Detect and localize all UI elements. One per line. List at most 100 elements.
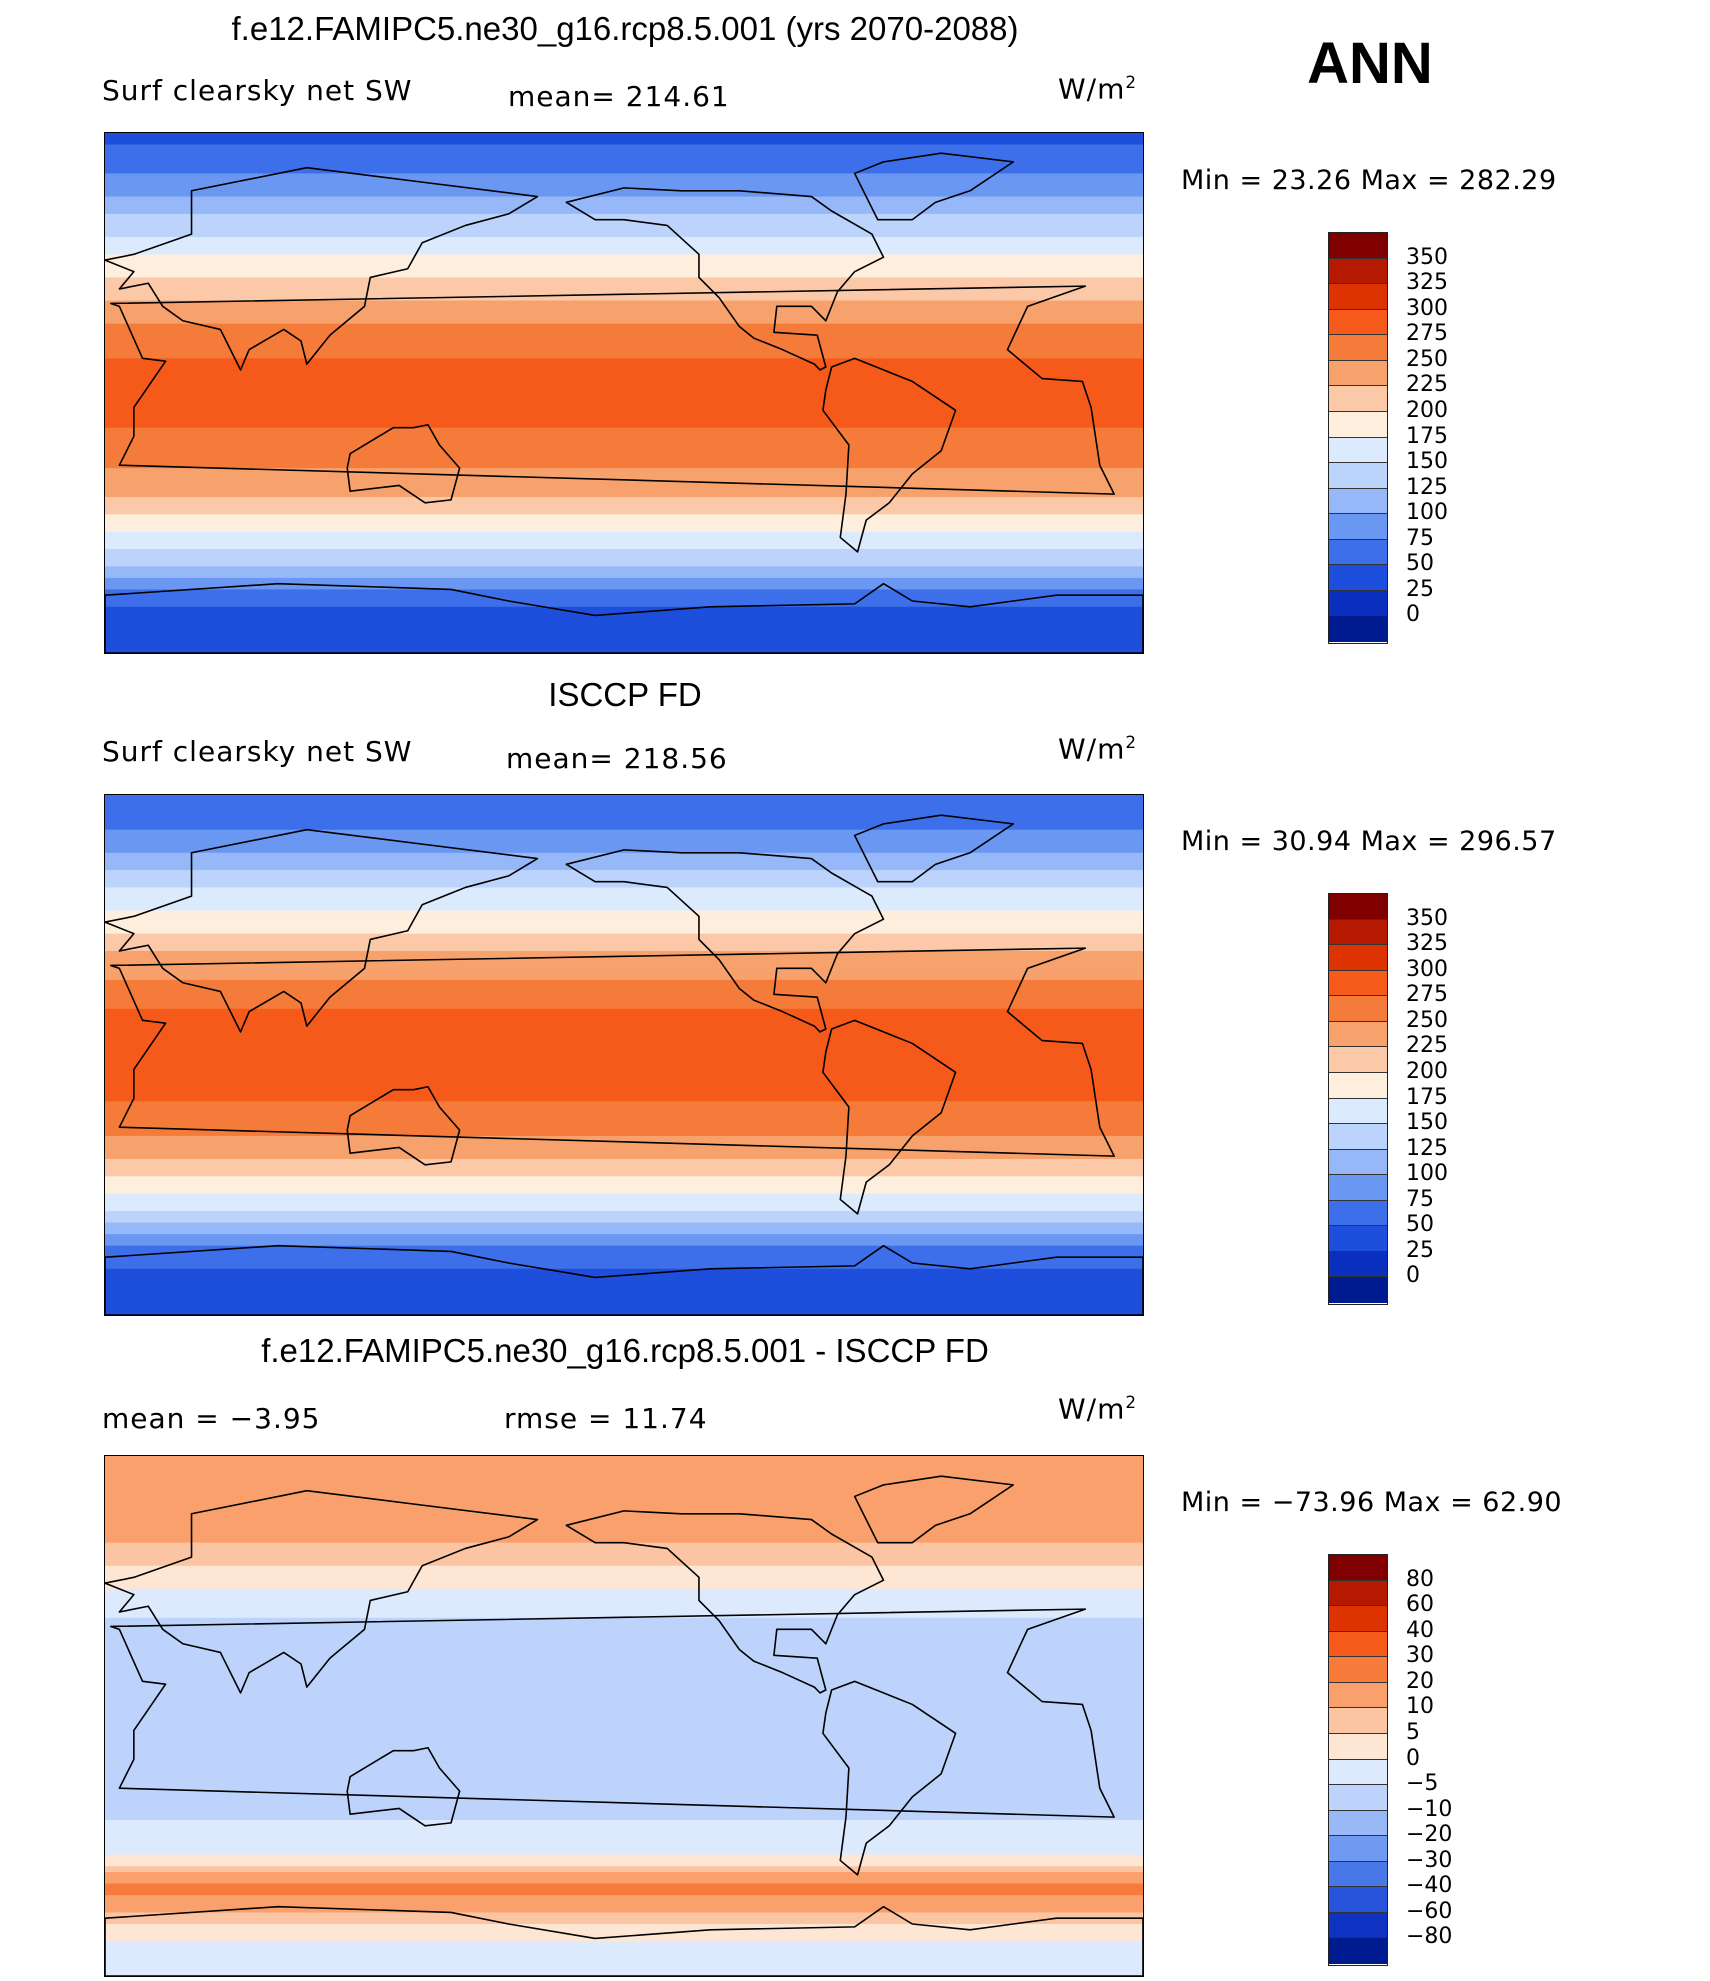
zonal-band xyxy=(105,1240,1143,1246)
zonal-band xyxy=(105,1716,1143,1722)
zonal-band xyxy=(105,905,1143,911)
zonal-band xyxy=(105,853,1143,859)
season-label: ANN xyxy=(1240,30,1500,97)
units-exp: 2 xyxy=(1125,732,1137,752)
colorbar-tick-label: −30 xyxy=(1406,1848,1452,1873)
zonal-band xyxy=(105,1194,1143,1200)
zonal-band xyxy=(105,1032,1143,1038)
colorbar-tick-label: 0 xyxy=(1406,1746,1420,1771)
zonal-band xyxy=(105,1020,1143,1026)
zonal-band xyxy=(105,1009,1143,1015)
zonal-band xyxy=(105,1866,1143,1872)
panel-1-mean: mean= 214.61 xyxy=(508,80,730,113)
zonal-band xyxy=(105,312,1143,318)
zonal-band xyxy=(105,1785,1143,1791)
colorbar-swatch xyxy=(1329,971,1387,997)
colorbar-tick-label: 350 xyxy=(1406,245,1448,270)
zonal-band xyxy=(105,399,1143,405)
zonal-band xyxy=(105,1964,1143,1970)
panel-1-title: f.e12.FAMIPC5.ne30_g16.rcp8.5.001 (yrs 2… xyxy=(0,10,1250,48)
zonal-band xyxy=(105,225,1143,231)
zonal-band xyxy=(105,1860,1143,1866)
colorbar-tick-label: 250 xyxy=(1406,347,1448,372)
panel-2-colorbar xyxy=(1328,893,1388,1305)
zonal-band xyxy=(105,1837,1143,1843)
zonal-band xyxy=(105,1774,1143,1780)
zonal-band xyxy=(105,387,1143,393)
colorbar-tick-label: −5 xyxy=(1406,1771,1438,1796)
colorbar-swatch xyxy=(1329,1581,1387,1607)
zonal-band xyxy=(105,1664,1143,1670)
colorbar-tick-label: 80 xyxy=(1406,1567,1434,1592)
zonal-band xyxy=(105,353,1143,359)
zonal-band xyxy=(105,1566,1143,1572)
colorbar-tick-label: 30 xyxy=(1406,1643,1434,1668)
colorbar-swatch xyxy=(1329,463,1387,489)
panel-3-units: W/m2 xyxy=(1058,1392,1137,1425)
zonal-band xyxy=(105,922,1143,928)
zonal-band xyxy=(105,260,1143,266)
zonal-band xyxy=(105,1078,1143,1084)
zonal-band xyxy=(105,911,1143,917)
zonal-band xyxy=(105,1733,1143,1739)
colorbar-tick-label: 100 xyxy=(1406,500,1448,525)
zonal-band xyxy=(105,1286,1143,1292)
zonal-band xyxy=(105,578,1143,584)
zonal-band xyxy=(105,1055,1143,1061)
colorbar-tick-label: 75 xyxy=(1406,526,1434,551)
zonal-band xyxy=(105,636,1143,642)
colorbar-swatch xyxy=(1329,335,1387,361)
colorbar-swatch xyxy=(1329,1887,1387,1913)
zonal-band xyxy=(105,1652,1143,1658)
colorbar-swatch xyxy=(1329,1862,1387,1888)
colorbar-swatch xyxy=(1329,1099,1387,1125)
units-exp: 2 xyxy=(1125,1392,1137,1412)
zonal-band xyxy=(105,318,1143,324)
zonal-band xyxy=(105,537,1143,543)
colorbar-swatch xyxy=(1329,1124,1387,1150)
zonal-band xyxy=(105,445,1143,451)
zonal-band xyxy=(105,410,1143,416)
zonal-band xyxy=(105,641,1143,647)
zonal-band xyxy=(105,451,1143,457)
zonal-band xyxy=(105,254,1143,260)
colorbar-swatch xyxy=(1329,259,1387,285)
zonal-band xyxy=(105,607,1143,613)
colorbar-swatch xyxy=(1329,1606,1387,1632)
colorbar-swatch xyxy=(1329,1836,1387,1862)
colorbar-swatch xyxy=(1329,233,1387,259)
zonal-band xyxy=(105,306,1143,312)
panel-1-units: W/m2 xyxy=(1058,72,1137,105)
colorbar-tick-label: 300 xyxy=(1406,957,1448,982)
zonal-band xyxy=(105,249,1143,255)
zonal-band xyxy=(105,1912,1143,1918)
zonal-band xyxy=(105,1188,1143,1194)
zonal-band xyxy=(105,1468,1143,1474)
panel-2-map-svg xyxy=(105,795,1143,1315)
colorbar-swatch xyxy=(1329,438,1387,464)
zonal-band xyxy=(105,191,1143,197)
zonal-band xyxy=(105,358,1143,364)
zonal-band xyxy=(105,1298,1143,1304)
units-base: W/m xyxy=(1058,72,1125,105)
zonal-band xyxy=(105,1554,1143,1560)
zonal-band xyxy=(105,812,1143,818)
zonal-band xyxy=(105,1814,1143,1820)
zonal-band xyxy=(105,514,1143,520)
colorbar-tick-label: 225 xyxy=(1406,1033,1448,1058)
colorbar-swatch xyxy=(1329,489,1387,515)
zonal-band xyxy=(105,1710,1143,1716)
zonal-band xyxy=(105,618,1143,624)
zonal-band xyxy=(105,991,1143,997)
zonal-band xyxy=(105,1119,1143,1125)
zonal-band xyxy=(105,561,1143,567)
zonal-band xyxy=(105,589,1143,595)
panel-3-map-svg xyxy=(105,1456,1143,1976)
colorbar-swatch xyxy=(1329,1734,1387,1760)
zonal-band xyxy=(105,870,1143,876)
zonal-band xyxy=(105,532,1143,538)
colorbar-swatch xyxy=(1329,1277,1387,1303)
zonal-band xyxy=(105,1182,1143,1188)
zonal-band xyxy=(105,370,1143,376)
colorbar-swatch xyxy=(1329,310,1387,336)
